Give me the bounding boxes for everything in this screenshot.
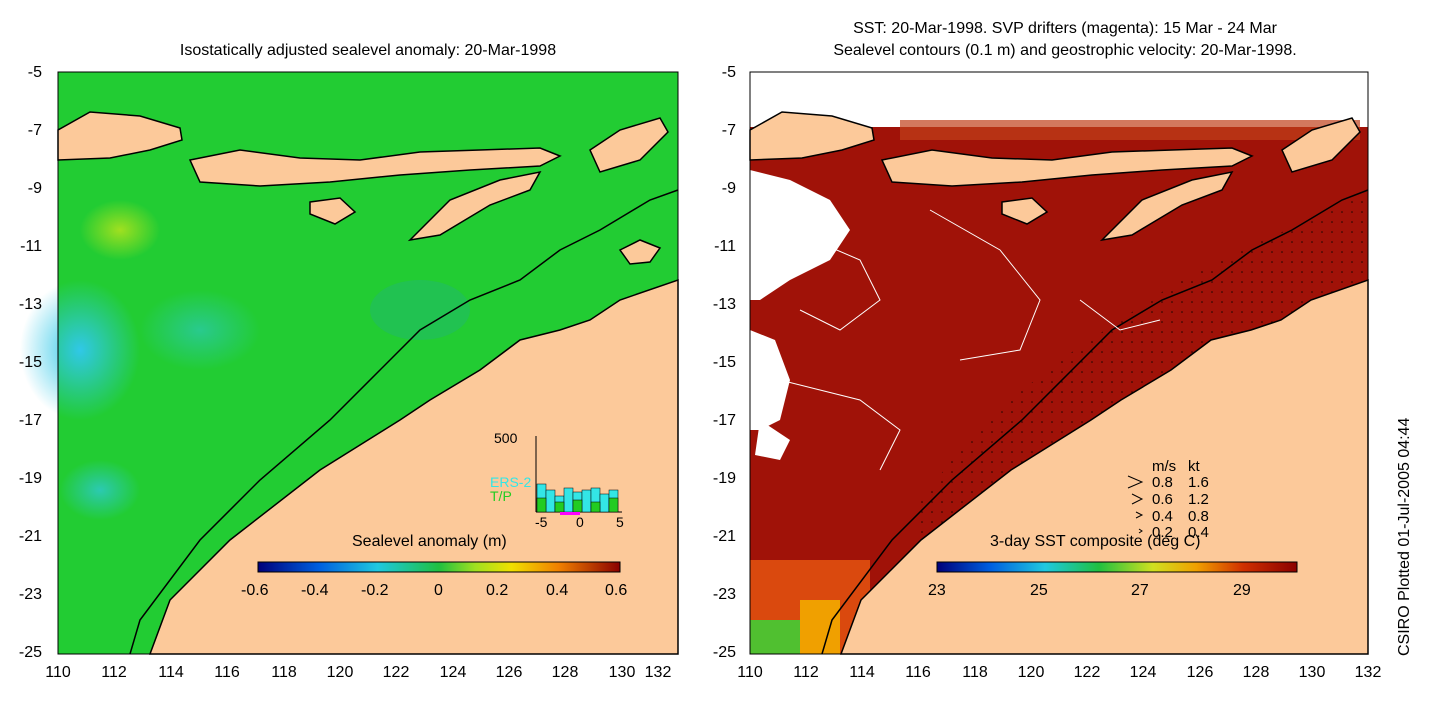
histogram-inset	[535, 436, 622, 515]
sst-colorbar	[936, 561, 1298, 573]
velocity-legend-header-kt: kt	[1188, 458, 1200, 475]
right-y-tick: -11	[714, 238, 736, 255]
left-y-tick: -23	[18, 586, 42, 603]
left-y-tick: -21	[18, 528, 42, 545]
velocity-legend-kt: 0.4	[1188, 524, 1209, 541]
histogram-x-tick: -5	[535, 514, 548, 530]
left-x-tick: 110	[45, 664, 71, 681]
left-map	[20, 71, 679, 655]
left-x-tick: 128	[551, 664, 579, 681]
histogram-series-tp: T/P	[490, 488, 512, 504]
right-x-tick: 128	[1242, 664, 1270, 681]
sst-colorbar-tick: 23	[928, 582, 946, 599]
left-y-tick: -13	[18, 296, 42, 313]
right-x-tick: 126	[1186, 664, 1214, 681]
left-y-tick: -9	[27, 180, 42, 197]
sla-colorbar-tick: 0.2	[486, 582, 509, 599]
sla-colorbar-tick: 0.4	[546, 582, 569, 599]
sst-colorbar-tick: 27	[1131, 582, 1149, 599]
right-y-tick: -25	[712, 644, 736, 661]
histogram-x-tick: 0	[576, 514, 584, 530]
left-x-tick: 116	[214, 664, 240, 681]
right-y-tick: -17	[712, 412, 736, 429]
plot-credit-note: CSIRO Plotted 01-Jul-2005 04:44	[1396, 417, 1413, 656]
velocity-legend-kt: 1.6	[1188, 474, 1209, 491]
velocity-legend-arrows	[1127, 475, 1144, 534]
right-x-tick: 132	[1354, 664, 1382, 681]
right-x-tick: 110	[737, 664, 763, 681]
velocity-legend-kt: 0.8	[1188, 508, 1209, 525]
velocity-legend-kt: 1.2	[1188, 491, 1209, 508]
velocity-legend-ms: 0.4	[1152, 508, 1173, 525]
left-x-tick: 112	[101, 664, 127, 681]
right-x-tick: 120	[1017, 664, 1045, 681]
right-x-tick: 130	[1298, 664, 1326, 681]
histogram-ymax-label: 500	[494, 430, 518, 446]
right-y-tick: -19	[712, 470, 736, 487]
left-x-tick: 118	[271, 664, 297, 681]
right-y-tick: -13	[712, 296, 736, 313]
right-panel-title-line2: Sealevel contours (0.1 m) and geostrophi…	[833, 42, 1297, 59]
right-x-tick: 118	[962, 664, 988, 681]
velocity-legend-ms: 0.8	[1152, 474, 1173, 491]
sla-colorbar-tick: -0.6	[241, 582, 269, 599]
left-y-tick: -25	[18, 644, 42, 661]
velocity-legend-ms: 0.2	[1152, 524, 1173, 541]
left-x-tick: 132	[644, 664, 672, 681]
sla-colorbar-label: Sealevel anomaly (m)	[352, 533, 507, 550]
right-x-tick: 114	[849, 664, 875, 681]
left-panel-title: Isostatically adjusted sealevel anomaly:…	[179, 42, 557, 59]
sla-colorbar-tick: 0.6	[605, 582, 628, 599]
left-y-tick: -11	[20, 238, 42, 255]
left-y-tick: -5	[27, 64, 42, 81]
left-y-tick: -7	[27, 122, 42, 139]
histogram-x-tick: 5	[616, 514, 624, 530]
sst-colorbar-label: 3-day SST composite (deg C)	[990, 533, 1201, 550]
right-y-tick: -5	[721, 64, 736, 81]
sla-colorbar-tick: -0.2	[361, 582, 389, 599]
velocity-legend-ms: 0.6	[1152, 491, 1173, 508]
right-map	[749, 71, 1369, 655]
sst-colorbar-tick: 25	[1030, 582, 1048, 599]
right-panel-title-line1: SST: 20-Mar-1998. SVP drifters (magenta)…	[853, 20, 1277, 37]
left-x-tick: 130	[608, 664, 636, 681]
left-x-tick: 114	[158, 664, 184, 681]
sla-colorbar	[257, 561, 621, 573]
right-x-tick: 116	[905, 664, 931, 681]
sla-colorbar-tick: 0	[434, 582, 443, 599]
left-x-tick: 122	[382, 664, 410, 681]
left-x-tick: 124	[439, 664, 467, 681]
left-y-tick: -17	[18, 412, 42, 429]
left-x-tick: 120	[326, 664, 354, 681]
right-x-tick: 122	[1073, 664, 1101, 681]
right-x-tick: 124	[1129, 664, 1157, 681]
velocity-legend-header-ms: m/s	[1152, 458, 1177, 475]
right-y-tick: -23	[712, 586, 736, 603]
sst-colorbar-tick: 29	[1233, 582, 1251, 599]
right-y-tick: -21	[712, 528, 736, 545]
sla-colorbar-tick: -0.4	[301, 582, 329, 599]
left-y-tick: -15	[18, 354, 42, 371]
histogram-series-ers2: ERS-2	[490, 474, 532, 490]
right-y-tick: -9	[721, 180, 736, 197]
left-x-tick: 126	[495, 664, 523, 681]
right-y-tick: -7	[721, 122, 736, 139]
left-y-tick: -19	[18, 470, 42, 487]
right-y-tick: -15	[712, 354, 736, 371]
right-x-tick: 112	[793, 664, 819, 681]
